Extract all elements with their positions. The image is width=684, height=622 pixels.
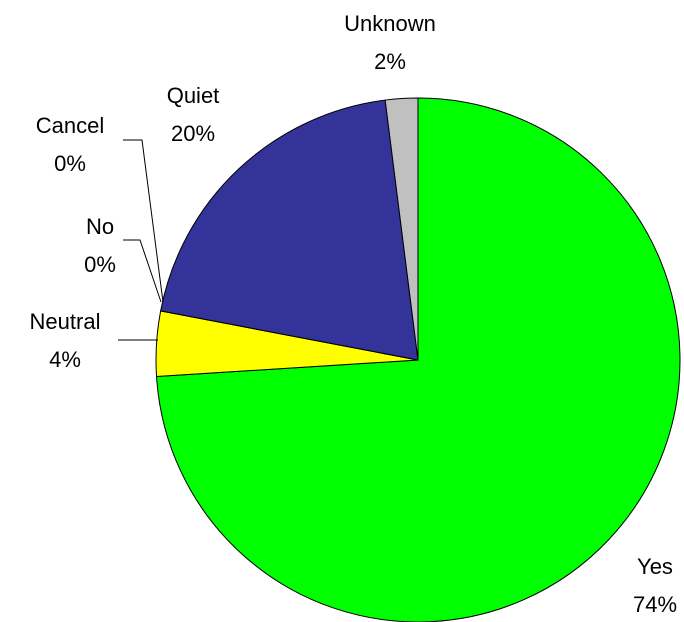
leader-line bbox=[123, 239, 162, 303]
slice-value-label: 0% bbox=[84, 252, 116, 277]
slice-label: No bbox=[86, 214, 114, 239]
pie-slice bbox=[160, 99, 419, 361]
slice-value-label: 4% bbox=[49, 347, 81, 372]
slice-label: Cancel bbox=[36, 113, 104, 138]
slice-label: Yes bbox=[637, 554, 673, 579]
slice-value-label: 2% bbox=[374, 49, 406, 74]
slice-label: Quiet bbox=[167, 83, 220, 108]
leader-line bbox=[123, 139, 164, 303]
pie-slice bbox=[384, 97, 419, 361]
slice-value-label: 0% bbox=[54, 151, 86, 176]
slice-value-label: 74% bbox=[633, 592, 677, 617]
slice-value-label: 20% bbox=[171, 121, 215, 146]
slice-label: Neutral bbox=[30, 309, 101, 334]
slice-label: Unknown bbox=[344, 11, 436, 36]
